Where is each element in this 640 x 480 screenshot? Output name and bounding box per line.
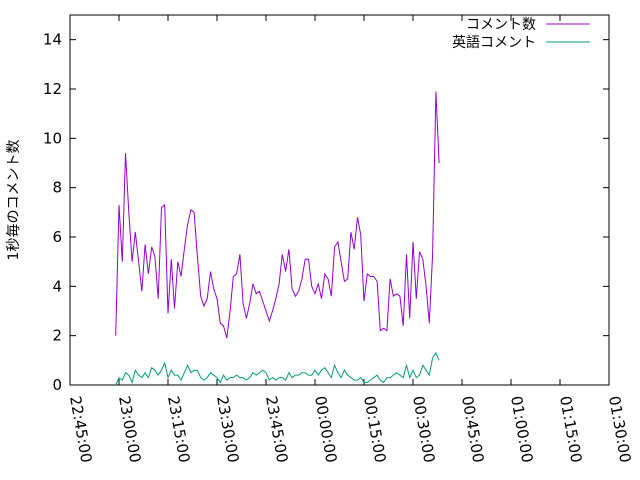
y-tick-label: 2 — [52, 327, 62, 345]
series-line-1 — [115, 91, 440, 339]
y-tick-label: 4 — [52, 277, 62, 295]
y-tick-label: 12 — [43, 80, 62, 98]
y-axis-label: 1秒毎のコメント数 — [6, 140, 22, 261]
x-tick-label: 23:30:00 — [213, 395, 242, 464]
x-tick-label: 23:15:00 — [164, 395, 193, 464]
x-tick-label: 23:00:00 — [115, 395, 144, 464]
y-tick-label: 0 — [52, 376, 62, 394]
x-tick-label: 00:30:00 — [409, 395, 438, 464]
x-tick-label: 00:45:00 — [458, 395, 487, 464]
series-layer — [115, 91, 440, 386]
x-tick-label: 01:30:00 — [605, 395, 634, 464]
x-tick-label: 00:00:00 — [311, 395, 340, 464]
x-tick-label: 22:45:00 — [66, 395, 95, 464]
x-tick-label: 23:45:00 — [262, 395, 291, 464]
y-axis: 0 2 4 6 8 10 12 14 — [43, 31, 609, 394]
y-tick-label: 14 — [43, 31, 62, 49]
y-tick-label: 8 — [52, 179, 62, 197]
y-tick-label: 10 — [43, 129, 62, 147]
x-tick-label: 01:15:00 — [556, 395, 585, 464]
legend-label: コメント数 — [466, 17, 536, 33]
legend-label: 英語コメント — [452, 34, 536, 51]
plot-frame — [69, 14, 610, 386]
y-tick-label: 6 — [52, 228, 62, 246]
x-tick-label: 00:15:00 — [360, 395, 389, 464]
series-line-2 — [115, 351, 440, 386]
x-tick-label: 01:00:00 — [507, 395, 536, 464]
